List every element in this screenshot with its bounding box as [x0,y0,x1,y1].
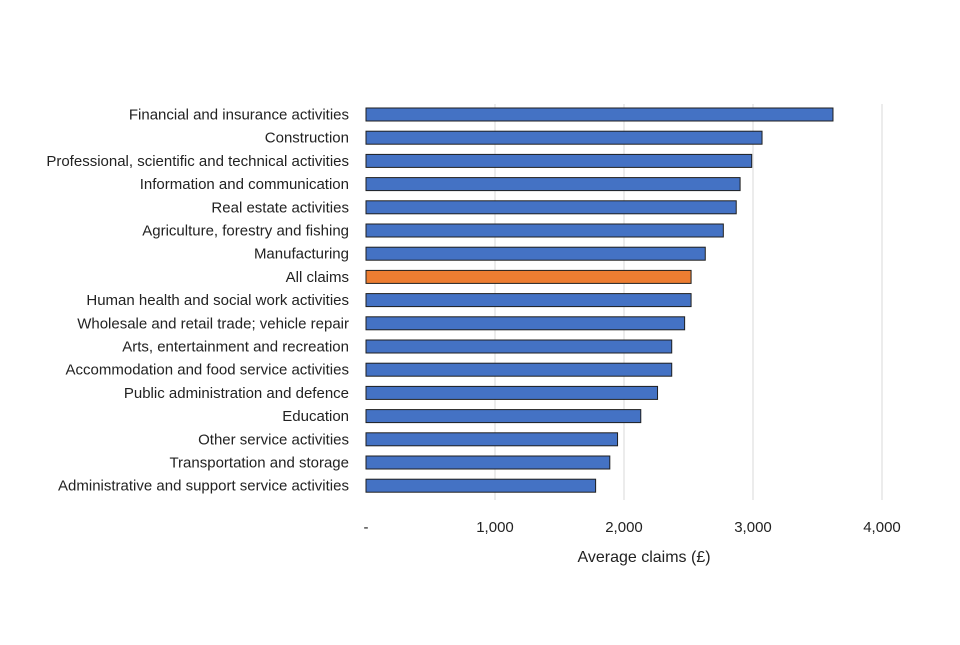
category-label: Arts, entertainment and recreation [122,339,349,356]
bar [365,246,706,261]
category-label: Education [282,408,349,425]
bar [365,177,741,192]
bar [365,409,642,424]
category-label: Manufacturing [254,246,349,263]
category-label: Administrative and support service activ… [58,478,349,495]
bar [365,223,724,238]
category-label: Accommodation and food service activitie… [66,362,349,379]
category-labels: Financial and insurance activities Constr… [46,107,349,495]
bar [365,293,692,308]
bar [365,269,692,284]
category-label: Wholesale and retail trade; vehicle repa… [77,315,349,332]
x-tick-label: - [364,519,369,536]
x-tick-label: 1,000 [476,519,514,536]
category-label: Construction [265,130,349,147]
bar [365,455,611,470]
bar [365,107,834,122]
x-tick-label: 2,000 [605,519,643,536]
category-label: All claims [286,269,349,286]
category-label: Financial and insurance activities [129,107,349,124]
bar [365,200,737,215]
category-label: Agriculture, forestry and fishing [142,223,349,240]
category-label: Transportation and storage [169,455,349,472]
bars [365,107,834,493]
x-tick-label: 4,000 [863,519,901,536]
bar [365,339,673,354]
bar [365,478,597,493]
x-axis-title: Average claims (£) [577,549,710,566]
category-label: Real estate activities [211,199,349,216]
category-label: Professional, scientific and technical a… [46,153,349,170]
bar [365,385,659,400]
category-label: Other service activities [198,431,349,448]
bar [365,362,673,377]
x-tick-labels: - 1,000 2,000 3,000 4,000 [364,519,901,536]
x-tick-label: 3,000 [734,519,772,536]
category-label: Human health and social work activities [86,292,349,309]
bar [365,316,686,331]
category-label: Information and communication [140,176,349,193]
bar [365,130,763,145]
category-label: Public administration and defence [124,385,349,402]
bar [365,432,619,447]
bar [365,153,753,168]
